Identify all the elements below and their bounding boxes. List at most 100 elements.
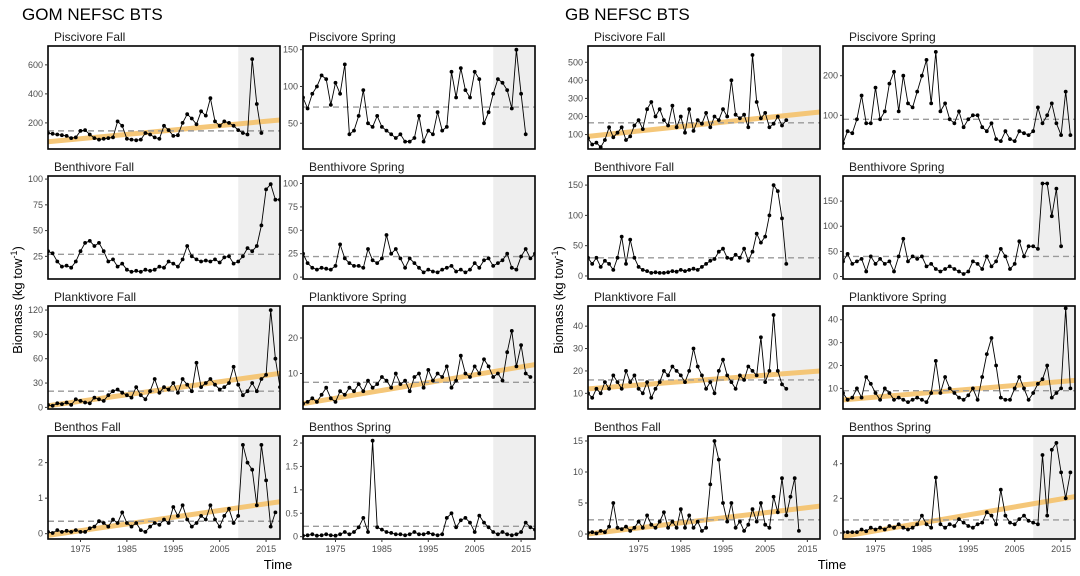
data-point (892, 69, 896, 74)
data-point (370, 258, 375, 263)
data-point (938, 391, 943, 395)
data-point (1036, 381, 1040, 386)
data-point (412, 261, 417, 265)
data-point (716, 369, 721, 373)
data-point (477, 513, 482, 518)
data-point (1022, 513, 1026, 518)
data-point (607, 386, 611, 391)
data-point (957, 517, 961, 521)
data-point (695, 364, 700, 369)
data-point (947, 386, 952, 391)
data-point (1068, 133, 1073, 138)
y-tick-label: 30 (573, 344, 583, 354)
data-point (721, 501, 725, 505)
data-point (222, 255, 227, 260)
data-point (980, 520, 985, 525)
data-point (859, 527, 864, 532)
data-point (759, 240, 763, 245)
data-point (417, 265, 421, 270)
panel-15: Benthos Spring 0 2 4 1975 1985 1995 2005 2015 (833, 420, 1076, 554)
data-point (222, 385, 227, 389)
panel-plot-area (843, 436, 1075, 539)
data-point (906, 101, 910, 106)
panel-title: Planktivore Spring (309, 290, 406, 304)
data-point (241, 443, 245, 447)
data-point (152, 135, 157, 140)
data-point (989, 336, 994, 340)
data-point (924, 264, 929, 269)
data-point (1068, 386, 1073, 391)
data-point (619, 386, 624, 391)
data-point (855, 530, 859, 534)
panel-frame (47, 435, 281, 540)
data-point (1045, 363, 1050, 368)
data-point (496, 532, 500, 537)
data-point (491, 91, 496, 96)
data-point (657, 271, 662, 275)
y-tick-label: 0 (578, 529, 583, 539)
data-point (208, 96, 213, 101)
data-point (500, 378, 505, 383)
data-point (687, 268, 692, 272)
data-point (750, 369, 755, 373)
data-point (892, 269, 896, 274)
data-point (134, 521, 139, 525)
data-point (850, 395, 855, 400)
data-point (1036, 522, 1040, 527)
y-tick-label: 75 (288, 202, 298, 212)
y-tick-label: 0 (38, 402, 43, 412)
panel-title: Piscivore Spring (849, 30, 936, 44)
data-point (771, 494, 776, 499)
data-point (208, 503, 213, 508)
data-point (245, 132, 250, 137)
data-point (850, 131, 855, 136)
recent-period-shade (782, 436, 820, 539)
data-point (864, 269, 869, 274)
data-point (92, 395, 97, 400)
data-point (259, 377, 264, 381)
data-point (1063, 496, 1068, 501)
data-point (310, 265, 315, 270)
data-point (695, 268, 700, 272)
data-point (666, 525, 670, 530)
data-point (356, 264, 361, 268)
data-point (896, 254, 901, 259)
data-point (366, 378, 370, 383)
data-point (598, 265, 603, 269)
data-point (111, 389, 115, 394)
data-point (845, 397, 850, 402)
data-point (1054, 441, 1059, 445)
y-tick-label: 500 (568, 57, 583, 67)
data-point (670, 269, 675, 273)
data-point (505, 251, 510, 256)
panel-plot-area (588, 46, 820, 149)
recent-period-shade (238, 176, 280, 279)
data-point (69, 403, 74, 407)
data-point (319, 73, 324, 78)
data-point (236, 382, 241, 387)
data-point (640, 391, 645, 396)
data-point (1017, 517, 1022, 521)
y-tick-label: 20 (828, 361, 838, 371)
data-point (607, 524, 611, 529)
y-tick-label: 600 (28, 60, 43, 70)
data-point (519, 91, 523, 96)
panel-plot-area (303, 46, 535, 149)
data-point (491, 530, 496, 534)
data-point (1040, 121, 1045, 126)
data-point (653, 270, 658, 275)
data-point (640, 525, 645, 530)
data-point (855, 259, 859, 264)
data-point (189, 116, 194, 121)
data-point (611, 501, 616, 505)
data-point (194, 521, 199, 525)
data-point (933, 50, 938, 54)
data-point (742, 246, 746, 251)
data-point (245, 246, 250, 251)
data-point (384, 128, 389, 133)
data-point (199, 109, 204, 114)
data-point (784, 386, 789, 391)
data-point (482, 121, 486, 126)
data-point (855, 117, 859, 122)
data-point (254, 244, 259, 248)
